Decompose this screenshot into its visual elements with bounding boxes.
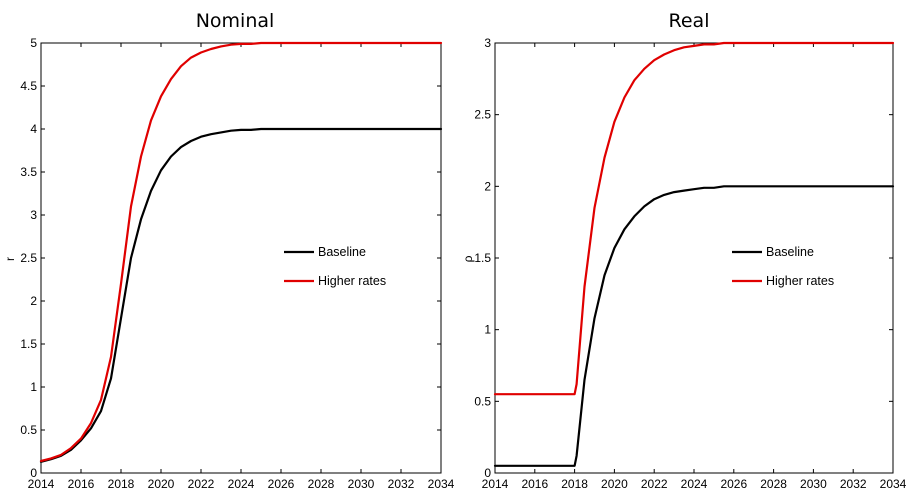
real-y-tick-label: 1	[484, 323, 491, 337]
nominal-y-tick-label: 4.5	[20, 79, 37, 93]
nominal-y-tick-label: 2	[30, 294, 37, 308]
real-x-tick-label: 2016	[521, 477, 548, 491]
nominal-x-tick-label: 2030	[348, 477, 375, 491]
real-line-higher-rates	[493, 41, 895, 396]
real-x-tick-label: 2020	[601, 477, 628, 491]
nominal-title: Nominal	[196, 10, 275, 32]
nominal-x-tick-label: 2018	[108, 477, 135, 491]
real-x-tick-label: 2018	[561, 477, 588, 491]
real-legend-label-baseline: Baseline	[766, 245, 814, 259]
real-x-tick-label: 2026	[720, 477, 747, 491]
real-x-tick-label: 2030	[800, 477, 827, 491]
real-x-tick-label: 2024	[681, 477, 708, 491]
nominal-legend-label-higher-rates: Higher rates	[318, 274, 386, 288]
nominal-line-baseline	[39, 127, 443, 463]
nominal-series-lines	[39, 41, 443, 463]
real-y-tick-label: 0	[484, 466, 491, 480]
real-y-tick-label: 0.5	[474, 394, 491, 408]
nominal-x-ticks: 2014 2016 2018 2020 2022 2024 2026 2028 2030 2032…	[28, 43, 455, 491]
nominal-x-tick-label: 2026	[268, 477, 295, 491]
real-y-tick-label: 2.5	[474, 108, 491, 122]
real-y-axis-label: ρ	[461, 255, 475, 262]
real-x-ticks: 2014 2016 2018 2020 2022 2024 2026 2028 2030 2032…	[482, 43, 907, 491]
nominal-y-axis-label: r	[3, 257, 17, 261]
nominal-x-tick-label: 2014	[28, 477, 55, 491]
nominal-x-tick-label: 2032	[388, 477, 415, 491]
nominal-y-tick-label: 0	[30, 466, 37, 480]
nominal-panel: Nominal r 2014 2016 2018 2020 2022 2024 2026 20…	[3, 10, 455, 491]
real-x-tick-label: 2014	[482, 477, 509, 491]
real-y-tick-label: 1.5	[474, 251, 491, 265]
real-series-lines	[493, 41, 895, 467]
real-x-tick-label: 2032	[840, 477, 867, 491]
nominal-y-tick-label: 1.5	[20, 337, 37, 351]
nominal-y-tick-label: 2.5	[20, 251, 37, 265]
real-legend-label-higher-rates: Higher rates	[766, 274, 834, 288]
real-title: Real	[669, 10, 710, 32]
nominal-x-tick-label: 2028	[308, 477, 335, 491]
real-y-ticks: 0 0.5 1 1.5 2 2.5 3	[474, 36, 893, 480]
real-line-baseline	[493, 185, 895, 467]
real-legend: Baseline Higher rates	[732, 245, 834, 288]
real-x-tick-label: 2034	[880, 477, 907, 491]
nominal-legend-label-baseline: Baseline	[318, 245, 366, 259]
nominal-x-tick-label: 2020	[148, 477, 175, 491]
real-x-tick-label: 2028	[760, 477, 787, 491]
real-y-tick-label: 3	[484, 36, 491, 50]
nominal-y-tick-label: 0.5	[20, 423, 37, 437]
nominal-x-tick-label: 2022	[188, 477, 215, 491]
nominal-y-ticks: 0 0.5 1 1.5 2 2.5 3 3.5 4 4.5 5	[20, 36, 441, 480]
real-plot-frame	[494, 42, 894, 474]
nominal-y-tick-label: 4	[30, 122, 37, 136]
nominal-legend: Baseline Higher rates	[284, 245, 386, 288]
nominal-y-tick-label: 3.5	[20, 165, 37, 179]
nominal-y-tick-label: 5	[30, 36, 37, 50]
nominal-y-tick-label: 1	[30, 380, 37, 394]
real-y-tick-label: 2	[484, 179, 491, 193]
real-panel: Real ρ 2014 2016 2018 2020 2022 2024 2026 2028 2…	[461, 10, 907, 491]
nominal-x-tick-label: 2024	[228, 477, 255, 491]
real-x-tick-label: 2022	[641, 477, 668, 491]
nominal-y-tick-label: 3	[30, 208, 37, 222]
nominal-line-higher-rates	[39, 41, 443, 463]
nominal-x-tick-label: 2016	[68, 477, 95, 491]
nominal-x-tick-label: 2034	[428, 477, 455, 491]
